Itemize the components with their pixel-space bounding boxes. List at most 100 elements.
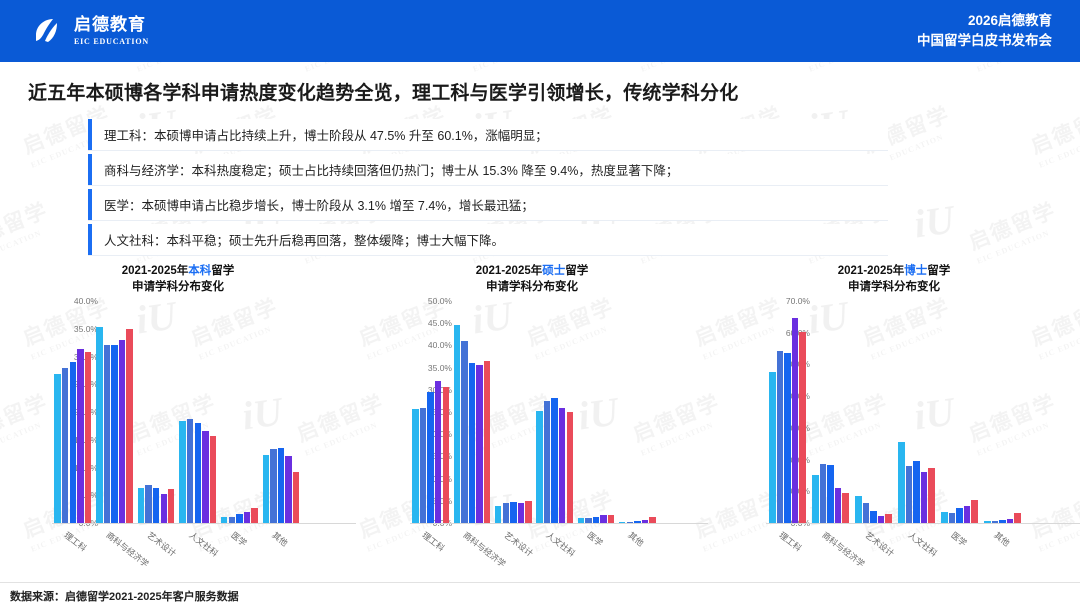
bar xyxy=(251,507,258,524)
bar xyxy=(634,520,641,524)
x-axis-line xyxy=(52,523,356,525)
plot-area: 0.0%5.0%10.0%15.0%20.0%25.0%30.0%35.0%40… xyxy=(0,296,356,585)
bar xyxy=(483,361,491,524)
chart-title-suffix: 留学 xyxy=(927,265,951,277)
bar-group xyxy=(534,301,575,524)
x-axis-line xyxy=(766,523,1080,525)
bar xyxy=(228,517,236,524)
bar xyxy=(502,503,509,524)
bar xyxy=(551,397,558,524)
bar xyxy=(209,435,217,524)
x-axis-line xyxy=(410,523,708,525)
bar xyxy=(152,488,160,524)
bar xyxy=(461,341,468,524)
bar xyxy=(834,488,842,524)
bar xyxy=(784,353,791,524)
x-axis-tick-label: 商科与经济学 xyxy=(461,529,508,570)
y-axis-tick-label: 45.0% xyxy=(427,318,452,329)
bar xyxy=(585,518,592,524)
brand-name-en: EIC EDUCATION xyxy=(74,36,149,46)
bar xyxy=(877,515,885,524)
bar xyxy=(971,499,978,524)
chart-title-suffix: 留学 xyxy=(565,265,589,277)
x-axis-tick-label: 其他 xyxy=(626,529,647,549)
bar xyxy=(525,500,532,524)
x-axis-tick-label: 商科与经济学 xyxy=(819,529,867,570)
bars-container xyxy=(410,301,658,524)
x-axis-tick-label: 理工科 xyxy=(419,529,447,554)
y-axis-tick-label: 5.0% xyxy=(433,496,452,506)
bar xyxy=(827,465,834,524)
insight-accent-bar xyxy=(88,224,92,255)
chart-title-line-1: 2021-2025年本科留学 xyxy=(0,264,356,280)
bar xyxy=(559,407,566,524)
y-axis-tick-label: 70.0% xyxy=(785,296,810,307)
bar xyxy=(963,506,971,524)
bar xyxy=(855,495,862,524)
bar xyxy=(62,367,69,524)
bar-group xyxy=(766,301,809,524)
bar-group xyxy=(177,301,219,524)
bar xyxy=(419,407,427,524)
bar-group xyxy=(809,301,852,524)
x-axis-tick-label: 商科与经济学 xyxy=(103,529,151,570)
bar xyxy=(543,400,551,524)
bar-group xyxy=(52,301,94,524)
bar xyxy=(791,317,799,524)
bar xyxy=(920,471,928,524)
insight-text: 人文社科：本科平稳；硕士先升后稳再回落，整体缓降；博士大幅下降。 xyxy=(104,234,505,248)
bar xyxy=(956,507,963,524)
bar xyxy=(412,409,419,524)
bar xyxy=(799,332,806,524)
bar xyxy=(948,513,956,524)
bar xyxy=(517,502,525,524)
chart-title-prefix: 2021-2025年 xyxy=(121,265,189,277)
x-axis-tick-label: 艺术设计 xyxy=(862,529,896,559)
bars-container xyxy=(766,301,1024,524)
insight-item: 商科与经济学：本科热度稳定；硕士占比持续回落但仍热门；博士从 15.3% 降至 … xyxy=(88,154,888,186)
x-axis-tick-label: 人文社科 xyxy=(187,529,221,559)
bar xyxy=(618,522,626,524)
bar xyxy=(536,411,543,524)
plot-area: 0.0%10.0%20.0%30.0%40.0%50.0%60.0%70.0%理… xyxy=(708,296,1080,585)
chart-panel-1: 2021-2025年本科留学申请学科分布变化0.0%5.0%10.0%15.0%… xyxy=(0,264,356,601)
bar-group xyxy=(493,301,534,524)
chart-title-line-2: 申请学科分布变化 xyxy=(848,280,940,293)
bar-group xyxy=(260,301,302,524)
insight-text: 医学：本硕博申请占比稳步增长，博士阶段从 3.1% 增至 7.4%，增长最迅猛； xyxy=(104,199,534,213)
bar xyxy=(221,517,228,524)
bar xyxy=(118,340,126,524)
bar-group xyxy=(617,301,658,524)
bar xyxy=(84,351,92,524)
chart-title-line-2: 申请学科分布变化 xyxy=(486,280,578,293)
page-header: 启德教育 EIC EDUCATION 2026启德教育 中国留学白皮书发布会 xyxy=(0,0,1080,62)
y-axis-tick-label: 35.0% xyxy=(73,323,98,334)
bar xyxy=(641,519,649,524)
bar xyxy=(293,471,300,524)
chart-title: 2021-2025年硕士留学 申请学科分布变化 xyxy=(356,264,708,295)
bar xyxy=(103,344,111,524)
bar-group xyxy=(94,301,136,524)
bar xyxy=(769,372,776,524)
bar xyxy=(649,516,656,524)
bar-group xyxy=(410,301,451,524)
watermark-text: 启德留学EIC EDUCATION xyxy=(964,194,1064,266)
eic-swirl-logo-icon xyxy=(30,14,64,48)
bar xyxy=(145,484,152,524)
bar xyxy=(870,511,877,524)
bar xyxy=(187,418,194,524)
brand-logo: 启德教育 EIC EDUCATION xyxy=(30,14,149,48)
bar-group xyxy=(938,301,981,524)
chart-title: 2021-2025年本科留学 申请学科分布变化 xyxy=(0,264,356,295)
x-axis-tick-label: 其他 xyxy=(991,529,1012,549)
bar xyxy=(179,421,186,524)
bar xyxy=(262,455,270,524)
bar xyxy=(160,493,167,524)
chart-title: 2021-2025年博士留学 申请学科分布变化 xyxy=(708,264,1080,295)
y-axis-tick-label: 40.0% xyxy=(427,340,452,351)
bar xyxy=(270,449,277,524)
bar xyxy=(600,515,607,524)
watermark-text: 启德留学EIC EDUCATION xyxy=(1026,98,1080,170)
bar xyxy=(862,503,870,524)
x-axis-tick-label: 医学 xyxy=(948,529,969,549)
